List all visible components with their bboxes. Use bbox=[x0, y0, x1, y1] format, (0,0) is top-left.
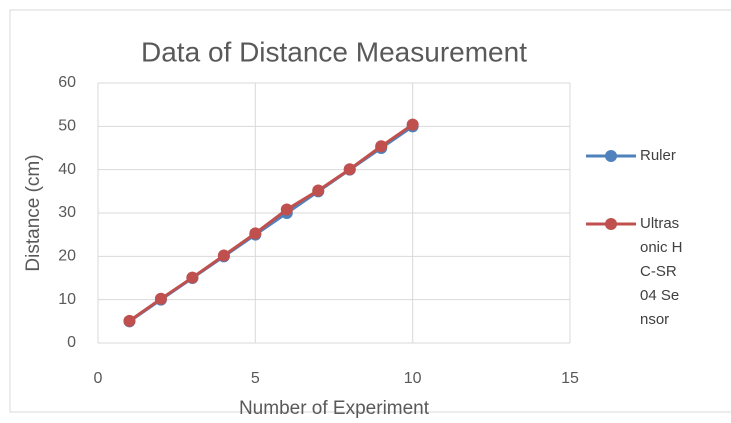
chart-border bbox=[9, 9, 731, 413]
x-tick-label: 10 bbox=[404, 370, 422, 387]
legend: Ruler Ultrasonic HC-SR04 Sensor bbox=[584, 144, 684, 376]
legend-icon bbox=[586, 218, 636, 230]
y-tick-label: 10 bbox=[58, 291, 76, 308]
data-point bbox=[123, 314, 136, 327]
data-point bbox=[217, 249, 230, 262]
data-point bbox=[249, 227, 262, 240]
legend-entry: Ruler bbox=[584, 144, 684, 168]
y-tick-label: 60 bbox=[58, 74, 76, 91]
legend-label: Ruler bbox=[640, 147, 676, 164]
y-tick-label: 40 bbox=[58, 161, 76, 178]
legend-marker bbox=[605, 150, 617, 162]
y-tick-label: 50 bbox=[58, 118, 76, 135]
data-point bbox=[280, 203, 293, 216]
legend-entry: Ultrasonic HC-SR04 Sensor bbox=[584, 212, 684, 332]
y-tick-label: 20 bbox=[58, 248, 76, 265]
data-point bbox=[154, 292, 167, 305]
legend-label: Ultrasonic HC-SR04 Sensor bbox=[640, 215, 683, 328]
legend-marker bbox=[605, 218, 617, 230]
y-tick-label: 0 bbox=[67, 334, 76, 351]
chart-title: Data of Distance Measurement bbox=[141, 36, 527, 67]
y-tick-label: 30 bbox=[58, 204, 76, 221]
data-point bbox=[312, 184, 325, 197]
x-tick-label: 15 bbox=[561, 370, 579, 387]
data-point bbox=[406, 118, 419, 131]
legend-icon bbox=[586, 150, 636, 162]
data-point bbox=[343, 163, 356, 176]
series-line bbox=[128, 123, 414, 323]
x-axis-label: Number of Experiment bbox=[239, 398, 430, 419]
x-tick-label: 5 bbox=[251, 370, 260, 387]
data-point bbox=[375, 140, 388, 153]
data-point bbox=[186, 271, 199, 284]
x-tick-label: 0 bbox=[94, 370, 103, 387]
y-axis-label: Distance (cm) bbox=[23, 154, 44, 271]
